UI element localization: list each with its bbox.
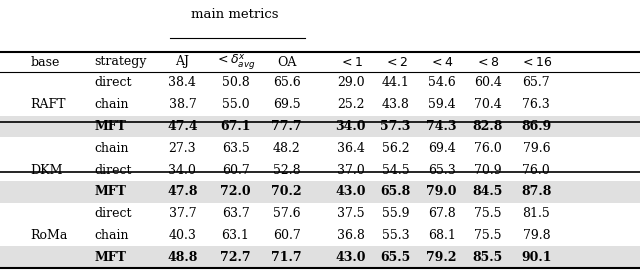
Text: 57.6: 57.6 <box>273 207 301 220</box>
Text: 37.0: 37.0 <box>337 163 365 176</box>
Text: 79.8: 79.8 <box>522 229 550 242</box>
Text: 59.4: 59.4 <box>428 98 456 111</box>
Text: 85.5: 85.5 <box>472 251 503 264</box>
Text: 81.5: 81.5 <box>522 207 550 220</box>
Text: $<4$: $<4$ <box>429 55 454 68</box>
Text: 38.7: 38.7 <box>168 98 196 111</box>
Text: 34.0: 34.0 <box>335 120 366 133</box>
Text: MFT: MFT <box>95 185 127 198</box>
Text: 84.5: 84.5 <box>472 185 503 198</box>
Text: 50.8: 50.8 <box>221 76 250 89</box>
Text: 67.1: 67.1 <box>220 120 251 133</box>
Text: 65.5: 65.5 <box>380 251 411 264</box>
Text: 36.8: 36.8 <box>337 229 365 242</box>
Text: 63.5: 63.5 <box>221 142 250 155</box>
Text: AJ: AJ <box>175 55 189 68</box>
Text: 29.0: 29.0 <box>337 76 365 89</box>
Text: 74.3: 74.3 <box>426 120 457 133</box>
Text: 63.7: 63.7 <box>221 207 250 220</box>
Text: 87.8: 87.8 <box>521 185 552 198</box>
Bar <box>0 181 640 203</box>
Text: 70.9: 70.9 <box>474 163 502 176</box>
Text: strategy: strategy <box>95 55 147 68</box>
Text: 25.2: 25.2 <box>337 98 364 111</box>
Text: 36.4: 36.4 <box>337 142 365 155</box>
Text: 65.8: 65.8 <box>380 185 411 198</box>
Text: 79.0: 79.0 <box>426 185 457 198</box>
Text: chain: chain <box>95 98 129 111</box>
Text: 67.8: 67.8 <box>428 207 456 220</box>
Text: 55.3: 55.3 <box>381 229 410 242</box>
Text: 65.6: 65.6 <box>273 76 301 89</box>
Text: 47.4: 47.4 <box>167 120 198 133</box>
Text: 48.8: 48.8 <box>167 251 198 264</box>
Text: RoMa: RoMa <box>31 229 68 242</box>
Text: 72.7: 72.7 <box>220 251 251 264</box>
Text: 71.7: 71.7 <box>271 251 302 264</box>
Text: 37.7: 37.7 <box>168 207 196 220</box>
Text: direct: direct <box>95 76 132 89</box>
Text: 77.7: 77.7 <box>271 120 302 133</box>
Text: direct: direct <box>95 207 132 220</box>
Text: $<16$: $<16$ <box>520 55 552 68</box>
Text: 43.0: 43.0 <box>335 251 366 264</box>
Text: 69.5: 69.5 <box>273 98 301 111</box>
Text: 56.2: 56.2 <box>381 142 410 155</box>
Text: RAFT: RAFT <box>31 98 66 111</box>
Text: 65.7: 65.7 <box>522 76 550 89</box>
Text: 34.0: 34.0 <box>168 163 196 176</box>
Text: 60.7: 60.7 <box>273 229 301 242</box>
Text: 60.7: 60.7 <box>221 163 250 176</box>
Text: 75.5: 75.5 <box>474 229 501 242</box>
Text: 27.3: 27.3 <box>168 142 196 155</box>
Text: $<2$: $<2$ <box>383 55 408 68</box>
Text: 68.1: 68.1 <box>428 229 456 242</box>
Text: 47.8: 47.8 <box>167 185 198 198</box>
Text: 54.6: 54.6 <box>428 76 456 89</box>
Text: 65.3: 65.3 <box>428 163 456 176</box>
Text: 48.2: 48.2 <box>273 142 301 155</box>
Text: 43.0: 43.0 <box>335 185 366 198</box>
Text: 72.0: 72.0 <box>220 185 251 198</box>
Text: 76.3: 76.3 <box>522 98 550 111</box>
Text: 40.3: 40.3 <box>168 229 196 242</box>
Text: DKM: DKM <box>31 163 63 176</box>
Text: 79.6: 79.6 <box>522 142 550 155</box>
Text: 69.4: 69.4 <box>428 142 456 155</box>
Text: 38.4: 38.4 <box>168 76 196 89</box>
Text: 76.0: 76.0 <box>522 163 550 176</box>
Text: 60.4: 60.4 <box>474 76 502 89</box>
Text: MFT: MFT <box>95 120 127 133</box>
Text: 37.5: 37.5 <box>337 207 365 220</box>
Text: MFT: MFT <box>95 251 127 264</box>
Text: $<1$: $<1$ <box>339 55 363 68</box>
Text: 75.5: 75.5 <box>474 207 501 220</box>
Text: chain: chain <box>95 229 129 242</box>
Text: 90.1: 90.1 <box>521 251 552 264</box>
Text: 57.3: 57.3 <box>380 120 411 133</box>
Text: direct: direct <box>95 163 132 176</box>
Text: 70.4: 70.4 <box>474 98 502 111</box>
Text: 52.8: 52.8 <box>273 163 301 176</box>
Text: 54.5: 54.5 <box>381 163 410 176</box>
Text: 55.0: 55.0 <box>221 98 250 111</box>
Text: 63.1: 63.1 <box>221 229 250 242</box>
Text: 44.1: 44.1 <box>381 76 410 89</box>
Text: OA: OA <box>277 55 296 68</box>
Text: 55.9: 55.9 <box>382 207 409 220</box>
Text: 76.0: 76.0 <box>474 142 502 155</box>
Text: 79.2: 79.2 <box>426 251 457 264</box>
Bar <box>0 246 640 268</box>
Text: chain: chain <box>95 142 129 155</box>
Bar <box>0 116 640 137</box>
Text: 70.2: 70.2 <box>271 185 302 198</box>
Text: 82.8: 82.8 <box>472 120 503 133</box>
Text: $<\delta^x_{avg}$: $<\delta^x_{avg}$ <box>215 52 256 72</box>
Text: 86.9: 86.9 <box>521 120 552 133</box>
Text: 43.8: 43.8 <box>381 98 410 111</box>
Text: main metrics: main metrics <box>191 9 278 22</box>
Text: base: base <box>31 55 60 68</box>
Text: $<8$: $<8$ <box>476 55 500 68</box>
